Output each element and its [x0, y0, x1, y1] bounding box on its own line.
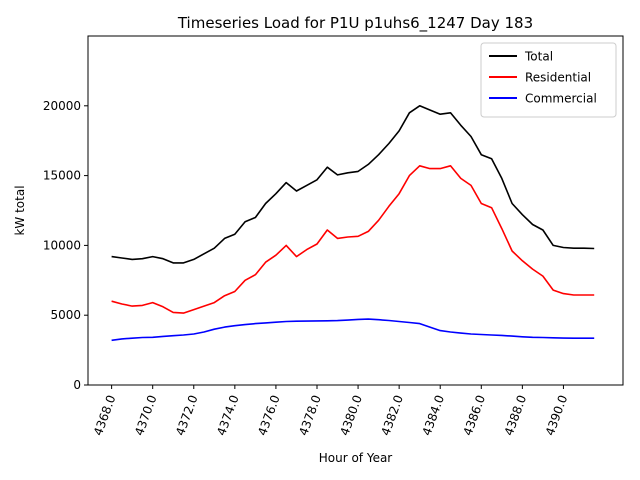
series-line-residential: [111, 165, 595, 314]
y-axis-ticks: 0 5000 10000 15000 20000: [43, 99, 88, 392]
legend-label-residential: Residential: [525, 71, 591, 85]
y-tick-label: 0: [73, 378, 81, 392]
legend: Total Residential Commercial: [480, 42, 617, 118]
y-tick-label: 10000: [43, 238, 81, 252]
legend-label-total: Total: [524, 50, 553, 64]
series-line-total: [111, 105, 595, 264]
series-line-commercial: [111, 318, 595, 342]
y-axis-label: kW total: [13, 185, 27, 235]
chart-title: Timeseries Load for P1U p1uhs6_1247 Day …: [177, 14, 533, 33]
y-tick-label: 20000: [43, 99, 81, 113]
series-lines: [111, 105, 595, 342]
legend-label-commercial: Commercial: [525, 92, 597, 106]
y-tick-label: 5000: [50, 308, 81, 322]
y-tick-label: 15000: [43, 169, 81, 183]
x-axis-label: Hour of Year: [319, 451, 393, 465]
plot-frame: [87, 35, 624, 386]
